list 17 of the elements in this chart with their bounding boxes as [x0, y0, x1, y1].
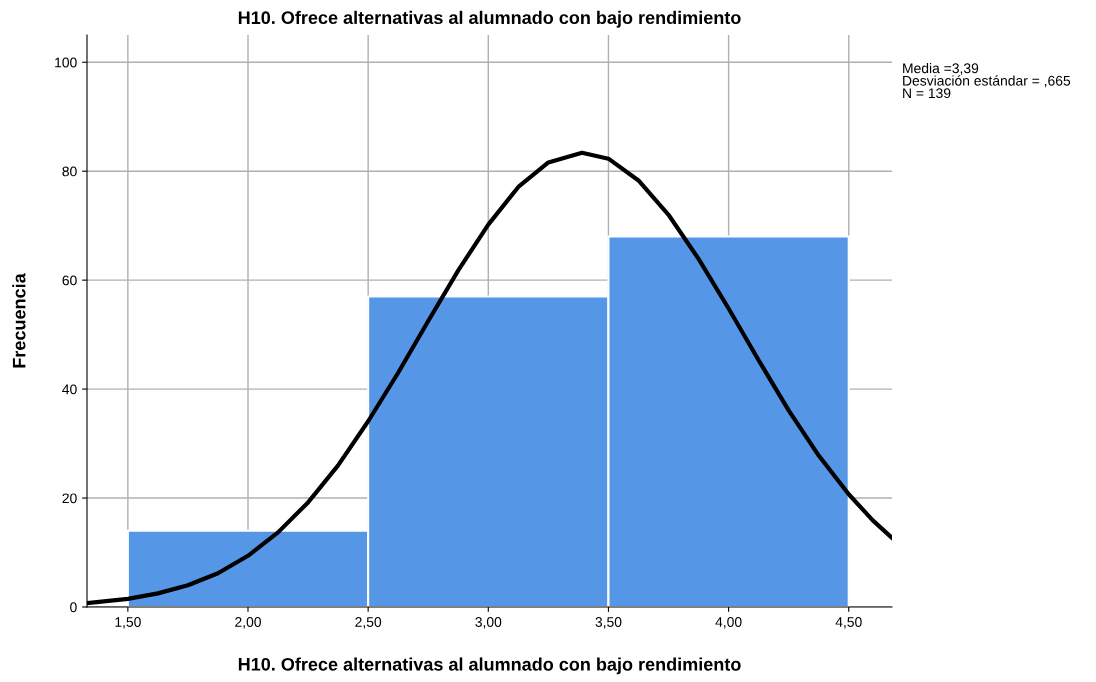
x-tick-label: 1,50 [115, 617, 141, 629]
y-tick-label: 0 [70, 602, 77, 613]
x-tick-label: 2,50 [355, 617, 382, 629]
x-tick-label: 3,00 [475, 617, 502, 629]
x-tick-label: 4,00 [715, 617, 742, 629]
y-tick-label: 60 [62, 275, 77, 286]
y-tick-label: 20 [62, 493, 77, 504]
x-axis-title: H10. Ofrece alternativas al alumnado con bajo rendimiento [238, 657, 741, 675]
x-tick-label: 4,50 [835, 617, 862, 629]
y-tick-label: 80 [62, 166, 77, 177]
x-tick-label: 2,00 [235, 617, 261, 629]
x-tick-label: 3,50 [595, 617, 622, 629]
y-tick-label: 40 [62, 384, 77, 395]
y-axis-title: Frecuencia [12, 273, 26, 368]
y-tick-label: 100 [55, 57, 77, 68]
text: Media =3,39 Desviación estándar = ,665 N = 139 [903, 63, 1071, 99]
chart-title: H10. Ofrece alternativas al alumnado con bajo rendimiento [238, 10, 741, 28]
